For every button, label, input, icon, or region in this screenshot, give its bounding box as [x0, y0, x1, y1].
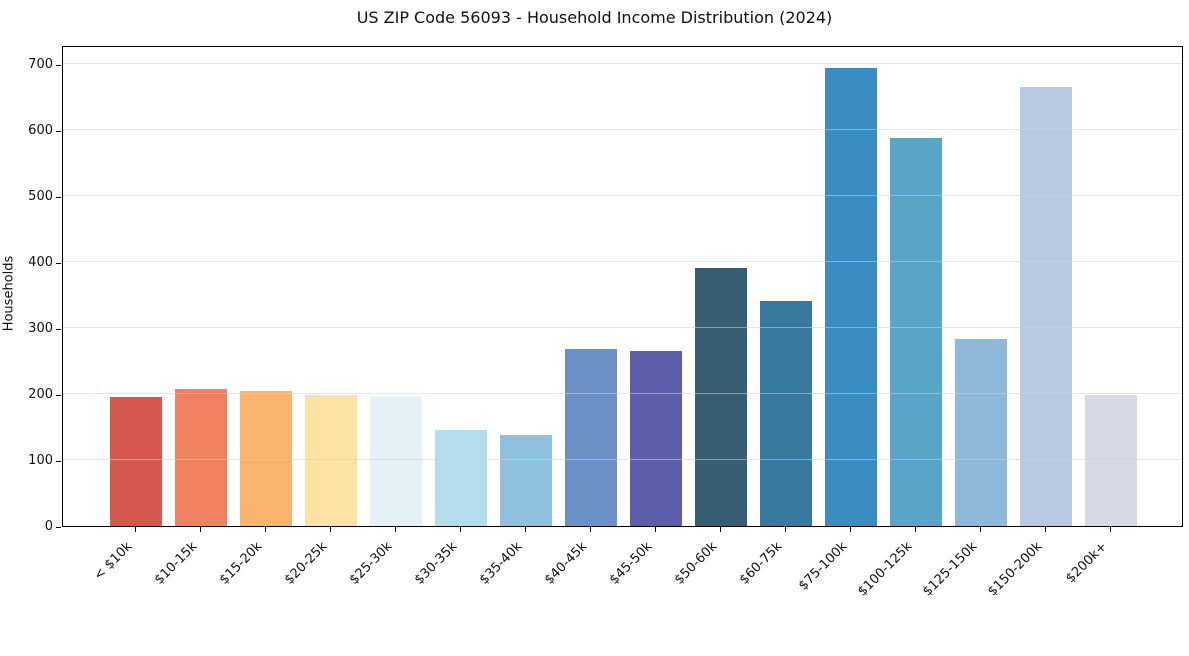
y-tick-label: 600 [28, 123, 53, 139]
x-tick-label-$150-200k: $150-200k [985, 539, 1046, 600]
bar-$60-75k [760, 301, 812, 526]
bar-$25-30k [370, 396, 422, 526]
x-tick-label-$30-35k: $30-35k [411, 539, 461, 588]
bar-$20-25k [305, 394, 357, 526]
y-tick-mark [56, 130, 61, 132]
x-tick-mark [524, 527, 526, 532]
x-tick-label-$100-125k: $100-125k [855, 539, 916, 600]
bar-$35-40k [500, 434, 552, 526]
gridline-y600 [63, 129, 1182, 131]
gridline-y300 [63, 327, 1182, 329]
bar-$50-60k [695, 268, 747, 526]
x-tick-mark [849, 527, 851, 532]
x-tick-mark [1044, 527, 1046, 532]
y-tick-mark [56, 196, 61, 198]
x-tick-label-$35-40k: $35-40k [476, 539, 526, 588]
x-tick-label-$20-25k: $20-25k [281, 539, 331, 588]
y-tick-mark [56, 526, 61, 528]
x-tick-mark [979, 527, 981, 532]
x-tick-label-$15-20k: $15-20k [216, 539, 266, 588]
bar-$10-15k [175, 388, 227, 526]
x-tick-mark [134, 527, 136, 532]
bar-$45-50k [630, 350, 682, 526]
x-tick-mark [654, 527, 656, 532]
bar-< $10k [110, 396, 162, 526]
y-tick-label: 500 [28, 189, 53, 205]
y-tick-label: 400 [28, 255, 53, 271]
x-tick-mark [329, 527, 331, 532]
x-tick-mark [719, 527, 721, 532]
y-tick-label: 300 [28, 321, 53, 337]
bar-$150-200k [1020, 87, 1072, 526]
bar-$200k+ [1085, 395, 1137, 526]
bar-$30-35k [435, 430, 487, 526]
x-tick-label-$125-150k: $125-150k [920, 539, 981, 600]
x-tick-label-$75-100k: $75-100k [795, 539, 851, 594]
y-tick-label: 700 [28, 57, 53, 73]
x-tick-mark [589, 527, 591, 532]
x-tick-mark [914, 527, 916, 532]
x-tick-mark [784, 527, 786, 532]
x-tick-label-< $10k: < $10k [91, 539, 136, 584]
gridline-y400 [63, 261, 1182, 263]
x-tick-label-$50-60k: $50-60k [671, 539, 721, 588]
plot-area [62, 46, 1183, 527]
y-tick-mark [56, 394, 61, 396]
x-tick-mark [459, 527, 461, 532]
gridline-y700 [63, 63, 1182, 65]
bar-$100-125k [890, 138, 942, 526]
figure: US ZIP Code 56093 - Household Income Dis… [1, 8, 1183, 600]
bar-$125-150k [955, 339, 1007, 526]
gridline-y200 [63, 393, 1182, 395]
y-tick-mark [56, 262, 61, 264]
x-tick-label-$60-75k: $60-75k [736, 539, 786, 588]
x-tick-label-$40-45k: $40-45k [541, 539, 591, 588]
y-tick-label: 100 [28, 453, 53, 469]
x-tick-label-$200k+: $200k+ [1063, 539, 1111, 587]
bar-$15-20k [240, 391, 292, 526]
x-tick-label-$25-30k: $25-30k [346, 539, 396, 588]
chart-title: US ZIP Code 56093 - Household Income Dis… [356, 8, 833, 27]
bar-$75-100k [825, 68, 877, 526]
bar-$40-45k [565, 348, 617, 526]
y-tick-mark [56, 460, 61, 462]
y-tick-mark [56, 64, 61, 66]
x-tick-label-$45-50k: $45-50k [606, 539, 656, 588]
y-tick-label: 0 [44, 519, 53, 534]
x-tick-mark [1109, 527, 1111, 532]
gridline-y500 [63, 195, 1182, 197]
y-tick-label: 200 [28, 387, 53, 403]
x-tick-mark [199, 527, 201, 532]
gridline-y100 [63, 459, 1182, 461]
x-tick-mark [394, 527, 396, 532]
y-tick-mark [56, 328, 61, 330]
x-tick-label-$10-15k: $10-15k [151, 539, 201, 588]
x-tick-mark [264, 527, 266, 532]
